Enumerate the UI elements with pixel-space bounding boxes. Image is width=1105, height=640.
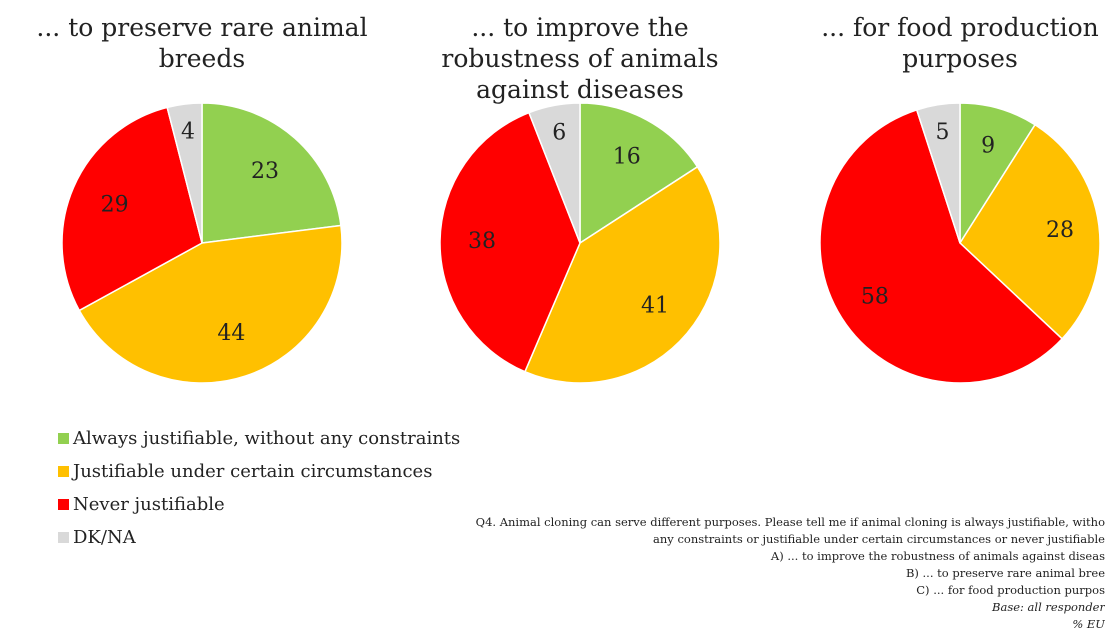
data-label-certain: 28 (1046, 218, 1074, 243)
data-label-always: 16 (613, 144, 641, 169)
legend-swatch-always (58, 433, 69, 444)
data-label-dkna: 5 (935, 120, 949, 145)
footnote-question-line2: any constraints or justifiable under cer… (653, 532, 1105, 546)
legend-item-never: Never justifiable (58, 488, 460, 521)
footnote-item-a: A) ... to improve the robustness of anim… (770, 549, 1105, 563)
legend: Always justifiable, without any constrai… (58, 422, 460, 554)
legend-label-never: Never justifiable (73, 494, 225, 515)
footnote-question-line1: Q4. Animal cloning can serve different p… (475, 515, 1105, 529)
chart-title-robustness: ... to improve the robustness of animals… (441, 13, 719, 104)
legend-item-certain: Justifiable under certain circumstances (58, 455, 460, 488)
pie-slice-certain (78, 224, 343, 384)
pie-slice-never (439, 111, 581, 373)
legend-item-dkna: DK/NA (58, 521, 460, 554)
footnote-item-c: C) ... for food production purpos (916, 583, 1105, 597)
data-label-dkna: 6 (552, 120, 566, 145)
pie-slice-always (579, 102, 699, 245)
data-label-always: 9 (981, 134, 995, 159)
pie-food-production: 9 28 58 5 (819, 102, 1101, 384)
footnote: Q4. Animal cloning can serve different p… (305, 514, 1105, 633)
data-label-certain: 41 (641, 294, 669, 319)
legend-label-always: Always justifiable, without any constrai… (73, 428, 461, 449)
data-label-never: 38 (468, 229, 496, 254)
pie-rare-breeds: 23 44 29 4 (61, 102, 343, 384)
pie-robustness: 16 41 38 6 (439, 102, 721, 384)
data-label-never: 58 (861, 285, 889, 310)
pie-slice-dkna (166, 102, 203, 244)
legend-item-always: Always justifiable, without any constrai… (58, 422, 460, 455)
pie-slice-always (959, 102, 1037, 246)
legend-swatch-certain (58, 466, 69, 477)
footnote-item-b: B) ... to preserve rare animal bree (905, 566, 1105, 580)
footnote-base: Base: all responder (992, 600, 1105, 614)
data-label-certain: 44 (217, 321, 245, 346)
chart-title-food-production: ... for food production purposes (821, 13, 1099, 73)
legend-swatch-dkna (58, 532, 69, 543)
pie-slice-dkna (527, 102, 581, 244)
pie-slice-certain (523, 165, 721, 384)
data-label-always: 23 (251, 159, 279, 184)
legend-swatch-never (58, 499, 69, 510)
data-label-dkna: 4 (181, 119, 195, 144)
legend-label-certain: Justifiable under certain circumstances (73, 461, 433, 482)
pie-slice-always (201, 102, 342, 244)
data-label-never: 29 (101, 193, 129, 218)
chart-title-rare-breeds: ... to preserve rare animal breeds (36, 13, 368, 73)
pie-slice-certain (959, 123, 1101, 340)
footnote-unit: % EU (1072, 617, 1105, 631)
pie-slice-dkna (915, 102, 961, 244)
pie-slice-never (61, 106, 203, 312)
pie-slice-never (819, 108, 1064, 384)
legend-label-dkna: DK/NA (73, 527, 136, 548)
pie-charts: 23 44 29 4 16 41 38 6 9 28 58 5 (61, 102, 1101, 384)
